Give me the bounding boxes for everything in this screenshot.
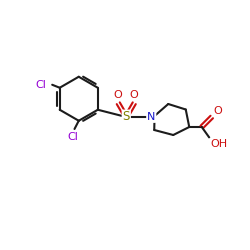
Text: O: O bbox=[114, 90, 122, 100]
Text: S: S bbox=[122, 110, 130, 124]
Text: O: O bbox=[214, 106, 222, 116]
Text: N: N bbox=[147, 112, 156, 122]
Text: O: O bbox=[130, 90, 138, 100]
Text: OH: OH bbox=[210, 139, 228, 149]
Text: Cl: Cl bbox=[36, 80, 47, 90]
Text: Cl: Cl bbox=[68, 132, 79, 142]
